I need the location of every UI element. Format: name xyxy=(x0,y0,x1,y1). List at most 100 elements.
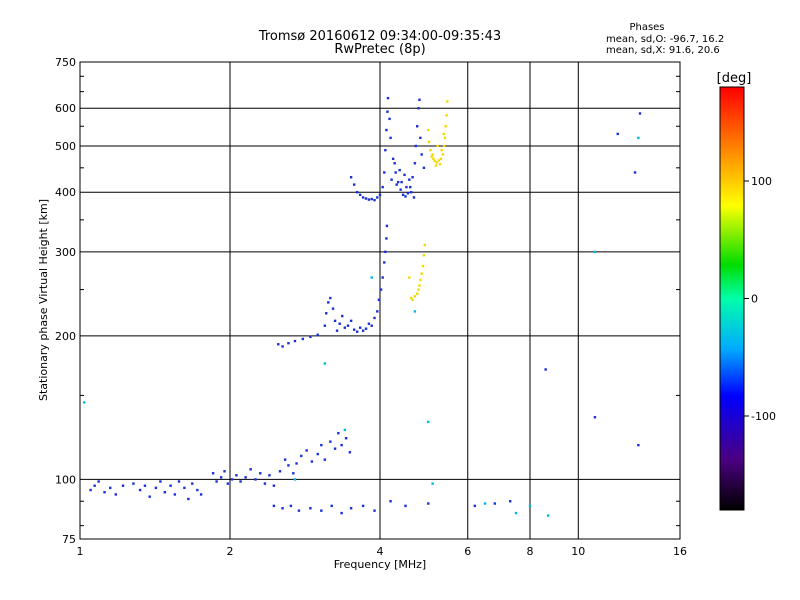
echo-point xyxy=(473,504,477,508)
echo-point xyxy=(83,401,86,404)
echo-point xyxy=(292,472,295,475)
echo-point xyxy=(143,484,147,487)
echo-point xyxy=(638,112,642,115)
echo-point xyxy=(159,480,162,483)
echo-point xyxy=(259,472,262,475)
phases-mean-o: mean, sd,O: -96.7, 16.2 xyxy=(606,34,724,45)
echo-point xyxy=(616,132,619,136)
echo-point xyxy=(393,162,396,165)
echo-point xyxy=(409,296,413,300)
echo-point xyxy=(239,480,242,483)
echo-point xyxy=(263,482,267,485)
echo-point xyxy=(394,171,397,174)
echo-point xyxy=(169,484,172,487)
echo-point xyxy=(411,298,414,301)
echo-point xyxy=(230,478,234,481)
echo-point xyxy=(381,185,384,189)
echo-point xyxy=(320,443,323,447)
x-axis-ticks: 1 2 4 6 8 10 16 xyxy=(77,545,688,558)
echo-point xyxy=(435,161,438,164)
colorbar xyxy=(719,86,745,511)
echo-point xyxy=(418,284,421,287)
echo-point xyxy=(352,183,356,186)
echo-point xyxy=(546,514,550,517)
y-axis-ticks: 75 100 200 300 400 500 600 750 xyxy=(55,56,680,546)
echo-point xyxy=(358,326,362,329)
echo-point xyxy=(528,504,532,508)
y-tick-label: 100 xyxy=(55,473,76,486)
echo-point xyxy=(395,183,398,186)
echo-point xyxy=(415,292,419,295)
colorbar-tick-label: 100 xyxy=(751,175,772,188)
echo-point xyxy=(223,470,226,473)
echo-point xyxy=(309,507,312,510)
echo-point xyxy=(423,243,426,247)
echo-point xyxy=(408,276,411,279)
echo-point xyxy=(305,449,308,452)
echo-point xyxy=(289,504,293,508)
echo-point xyxy=(593,416,597,419)
echo-point xyxy=(327,301,330,304)
echo-point xyxy=(544,368,547,371)
echo-point xyxy=(420,272,423,275)
echo-point xyxy=(415,125,419,128)
echo-point xyxy=(316,452,319,456)
x-tick-label: 2 xyxy=(227,545,234,558)
echo-point xyxy=(417,288,420,291)
echo-point xyxy=(439,157,443,161)
echo-point xyxy=(343,326,347,329)
echo-point xyxy=(401,193,405,197)
plot-grid xyxy=(80,62,680,539)
echo-point xyxy=(419,278,422,282)
echo-point xyxy=(346,324,350,327)
echo-points xyxy=(83,96,642,517)
chart-subtitle: RwPretec (8p) xyxy=(334,42,425,57)
echo-point xyxy=(404,195,407,198)
x-tick-label: 16 xyxy=(673,545,687,558)
echo-point xyxy=(183,486,186,490)
echo-point xyxy=(383,171,386,174)
echo-point xyxy=(281,507,284,510)
echo-point xyxy=(508,500,512,503)
echo-point xyxy=(442,144,446,148)
echo-point xyxy=(386,110,389,113)
echo-point xyxy=(300,454,303,458)
echo-point xyxy=(320,509,323,512)
echo-point xyxy=(370,276,373,279)
echo-point xyxy=(335,329,339,332)
echo-point xyxy=(316,333,319,336)
echo-point xyxy=(344,437,348,440)
echo-point xyxy=(361,196,365,199)
echo-point xyxy=(430,155,433,158)
echo-point xyxy=(97,480,100,483)
echo-point xyxy=(385,237,388,240)
echo-point xyxy=(431,153,434,156)
echo-point xyxy=(325,312,328,315)
echo-point xyxy=(310,460,314,463)
echo-point xyxy=(361,504,365,508)
echo-point xyxy=(400,180,403,184)
echo-point xyxy=(417,107,420,110)
echo-point xyxy=(358,193,362,197)
echo-point xyxy=(437,159,441,162)
echo-point xyxy=(295,462,298,465)
echo-point xyxy=(399,188,402,191)
echo-point xyxy=(390,178,393,181)
echo-point xyxy=(323,362,327,365)
echo-point xyxy=(196,488,199,492)
echo-point xyxy=(154,486,158,490)
echo-point xyxy=(408,178,411,181)
echo-point xyxy=(443,136,447,140)
echo-point xyxy=(440,148,443,152)
echo-point xyxy=(409,191,413,194)
echo-point xyxy=(406,192,410,195)
echo-point xyxy=(114,493,118,496)
echo-point xyxy=(341,314,344,318)
echo-point xyxy=(434,164,438,167)
echo-point xyxy=(340,511,343,515)
colorbar-label: [deg] xyxy=(717,71,752,86)
echo-point xyxy=(281,345,284,348)
echo-point xyxy=(379,288,383,291)
echo-point xyxy=(287,341,290,345)
colorbar-ticks: 100 0 -100 xyxy=(744,175,776,423)
